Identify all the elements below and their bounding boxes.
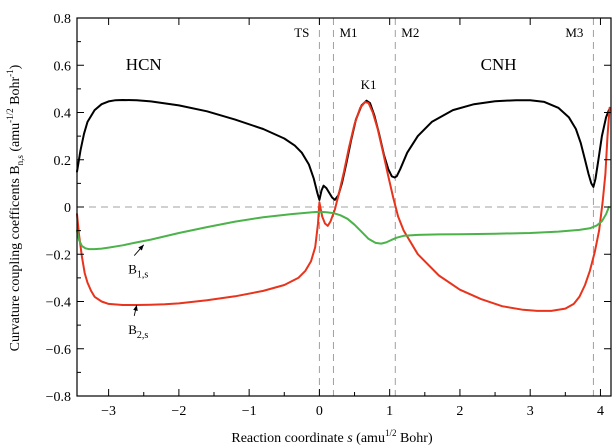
y-tick-label: −0.2 — [46, 248, 71, 263]
annotation-label: B2,s — [128, 322, 148, 341]
y-axis-label: Curvature coupling coefficents Bn,s (amu… — [5, 64, 25, 351]
y-tick-label: 0 — [64, 201, 71, 216]
y-tick-label: 0.8 — [54, 12, 72, 27]
y-tick-label: 0.2 — [54, 154, 72, 169]
label-group: −3 −2 −1 0 1 2 3 4 −0.8 −0.6 −0.4 −0.2 0 0.2 0.4 0.6 0.8… — [46, 12, 604, 419]
y-tick-label: 0.4 — [54, 107, 72, 122]
y-tick-label: 0.6 — [54, 59, 72, 74]
x-tick-label: −2 — [171, 404, 186, 419]
x-tick-label: 3 — [527, 404, 534, 419]
annotation-label: B1,s — [128, 262, 148, 281]
annotation-arrowhead — [138, 244, 144, 251]
x-tick-label: 4 — [597, 404, 604, 419]
x-axis-label: Reaction coordinate s (amu1/2 Bohr) — [231, 428, 433, 446]
vline-label-m1: M1 — [339, 25, 357, 40]
vline-label-m2: M2 — [401, 25, 419, 40]
vline-label-ts: TS — [294, 25, 309, 40]
y-tick-label: −0.4 — [46, 296, 71, 311]
annotation-arrowhead — [133, 305, 138, 311]
series-line-3 — [76, 206, 610, 251]
region-label-hcn: HCN — [126, 55, 162, 74]
plot-frame — [76, 17, 612, 397]
series-line-2 — [76, 100, 611, 312]
x-tick-label: −1 — [242, 404, 257, 419]
x-tick-label: −3 — [101, 404, 116, 419]
x-tick-label: 2 — [456, 404, 463, 419]
y-tick-label: −0.6 — [46, 343, 71, 358]
series-line-1 — [76, 99, 610, 201]
region-label-cnh: CNH — [481, 55, 517, 74]
series-group — [76, 99, 611, 312]
vline-label-m3: M3 — [565, 25, 583, 40]
x-tick-label: 0 — [316, 404, 323, 419]
region-label-k1: K1 — [361, 77, 377, 92]
reference-lines — [77, 18, 611, 396]
x-tick-label: 1 — [386, 404, 393, 419]
y-tick-label: −0.8 — [46, 390, 71, 405]
